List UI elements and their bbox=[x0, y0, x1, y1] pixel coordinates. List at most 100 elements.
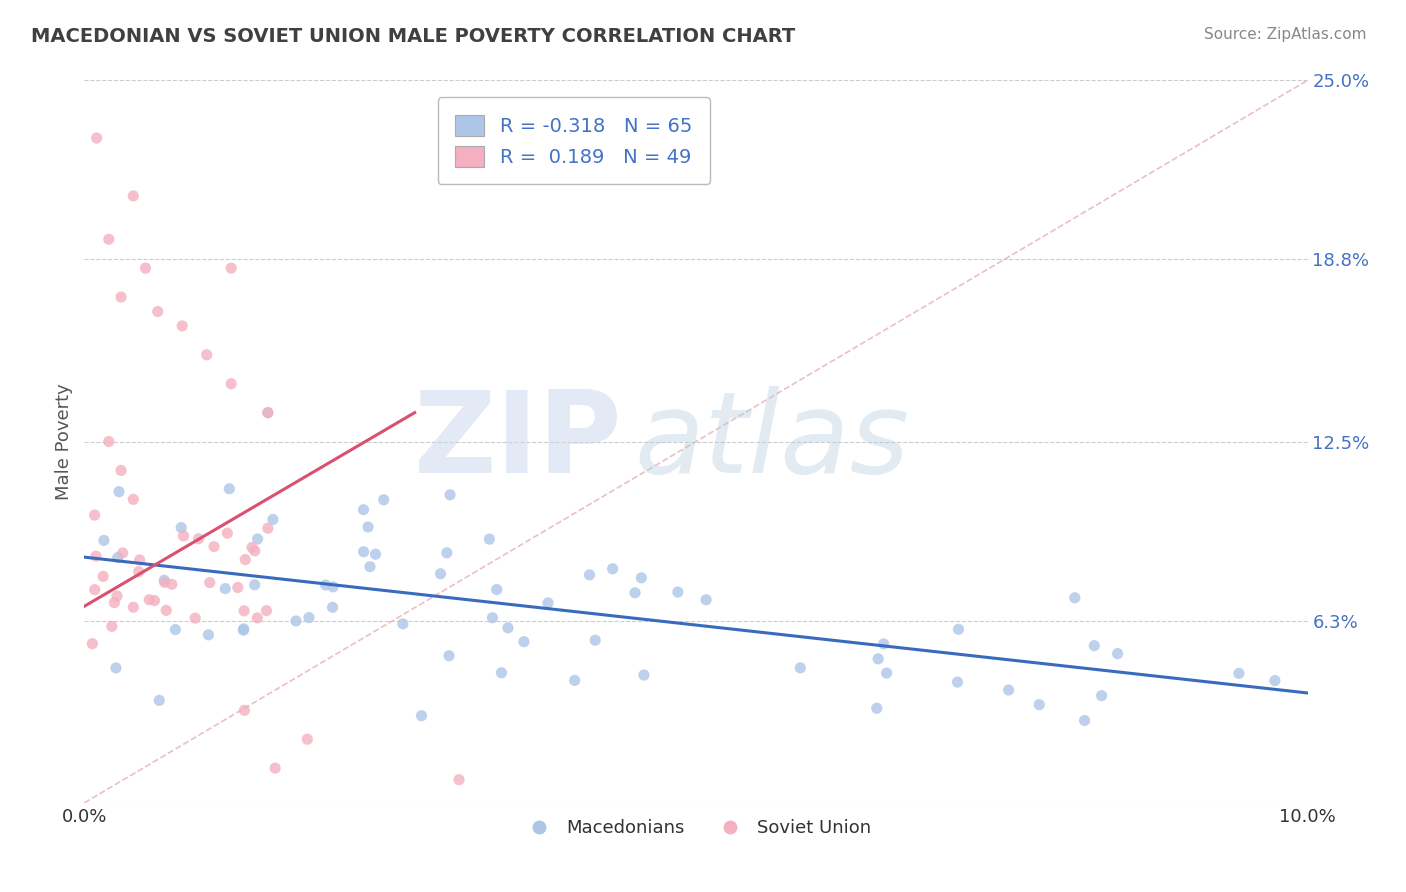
Point bbox=[633, 668, 655, 682]
Point bbox=[226, 581, 249, 595]
Point bbox=[173, 529, 195, 543]
Point bbox=[436, 546, 458, 560]
Point bbox=[165, 623, 187, 637]
Point bbox=[110, 290, 132, 304]
Point bbox=[789, 661, 811, 675]
Point bbox=[447, 772, 470, 787]
Point bbox=[513, 634, 536, 648]
Point bbox=[240, 541, 263, 555]
Point bbox=[160, 577, 183, 591]
Point bbox=[93, 533, 115, 548]
Point bbox=[122, 189, 145, 203]
Text: ZIP: ZIP bbox=[415, 386, 623, 497]
Point bbox=[1264, 673, 1286, 688]
Point bbox=[219, 376, 242, 391]
Point bbox=[153, 574, 176, 588]
Point bbox=[429, 566, 451, 581]
Point bbox=[83, 582, 105, 597]
Point bbox=[437, 648, 460, 663]
Point bbox=[82, 637, 104, 651]
Point bbox=[97, 232, 120, 246]
Point bbox=[948, 622, 970, 636]
Point bbox=[624, 586, 647, 600]
Point bbox=[1227, 666, 1250, 681]
Point bbox=[84, 549, 107, 563]
Text: MACEDONIAN VS SOVIET UNION MALE POVERTY CORRELATION CHART: MACEDONIAN VS SOVIET UNION MALE POVERTY … bbox=[31, 27, 796, 45]
Point bbox=[946, 675, 969, 690]
Text: atlas: atlas bbox=[636, 386, 910, 497]
Point bbox=[866, 701, 889, 715]
Point bbox=[359, 559, 381, 574]
Point bbox=[246, 532, 269, 546]
Point bbox=[246, 611, 269, 625]
Point bbox=[491, 665, 513, 680]
Point bbox=[564, 673, 586, 688]
Point bbox=[104, 661, 127, 675]
Point bbox=[155, 603, 177, 617]
Point bbox=[478, 532, 501, 546]
Point bbox=[128, 553, 150, 567]
Text: Source: ZipAtlas.com: Source: ZipAtlas.com bbox=[1204, 27, 1367, 42]
Point bbox=[101, 619, 124, 633]
Point bbox=[232, 622, 254, 636]
Point bbox=[1107, 647, 1129, 661]
Point bbox=[353, 502, 375, 516]
Point bbox=[868, 652, 890, 666]
Point bbox=[138, 592, 160, 607]
Point bbox=[233, 703, 256, 717]
Point bbox=[153, 575, 176, 590]
Point bbox=[997, 683, 1019, 698]
Point bbox=[219, 261, 242, 276]
Legend: Macedonians, Soviet Union: Macedonians, Soviet Union bbox=[513, 812, 879, 845]
Point bbox=[232, 624, 254, 638]
Point bbox=[103, 596, 125, 610]
Point bbox=[110, 463, 132, 477]
Point bbox=[392, 616, 415, 631]
Point bbox=[297, 732, 319, 747]
Point bbox=[264, 761, 287, 775]
Point bbox=[695, 592, 717, 607]
Point bbox=[373, 492, 395, 507]
Point bbox=[322, 600, 344, 615]
Point bbox=[83, 508, 105, 522]
Point bbox=[243, 544, 266, 558]
Point bbox=[217, 526, 239, 541]
Point bbox=[243, 578, 266, 592]
Point bbox=[128, 565, 150, 579]
Point bbox=[298, 610, 321, 624]
Point bbox=[105, 589, 128, 603]
Point bbox=[135, 261, 157, 276]
Point bbox=[256, 604, 278, 618]
Point bbox=[357, 520, 380, 534]
Point bbox=[184, 611, 207, 625]
Point bbox=[172, 318, 194, 333]
Point bbox=[146, 304, 169, 318]
Point bbox=[439, 488, 461, 502]
Point bbox=[108, 484, 131, 499]
Point bbox=[285, 614, 308, 628]
Point bbox=[122, 600, 145, 615]
Point bbox=[233, 552, 256, 566]
Point bbox=[148, 693, 170, 707]
Point bbox=[322, 580, 344, 594]
Point bbox=[143, 593, 166, 607]
Point bbox=[257, 406, 280, 420]
Point bbox=[872, 637, 894, 651]
Point bbox=[1073, 714, 1095, 728]
Point bbox=[602, 562, 624, 576]
Point bbox=[257, 521, 280, 535]
Point bbox=[1028, 698, 1050, 712]
Point bbox=[411, 708, 433, 723]
Point bbox=[262, 512, 284, 526]
Point bbox=[1090, 689, 1112, 703]
Point bbox=[197, 628, 219, 642]
Point bbox=[876, 666, 898, 681]
Point bbox=[214, 582, 236, 596]
Point bbox=[315, 578, 337, 592]
Point bbox=[1063, 591, 1085, 605]
Point bbox=[91, 569, 114, 583]
Point bbox=[233, 604, 256, 618]
Point bbox=[198, 575, 221, 590]
Point bbox=[195, 348, 218, 362]
Y-axis label: Male Poverty: Male Poverty bbox=[55, 384, 73, 500]
